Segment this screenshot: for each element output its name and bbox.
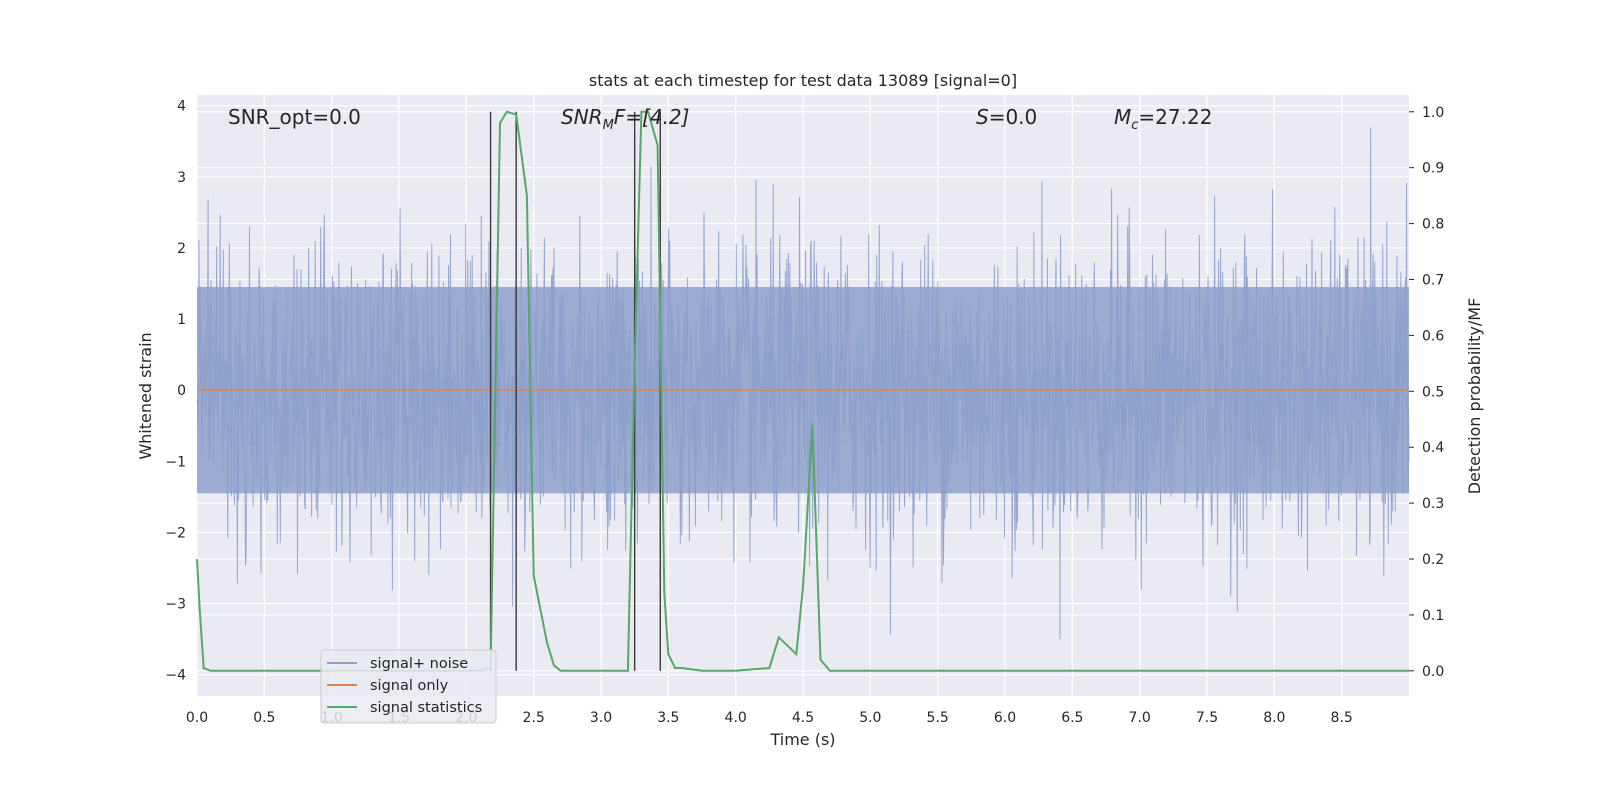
annotation-snr-opt: SNR_opt=0.0 [228,105,361,129]
x-tick-6: 3.0 [590,710,612,726]
x-tick-13: 6.5 [1061,710,1083,726]
x-tick-15: 7.5 [1196,710,1218,726]
x-tick-8: 4.0 [725,710,747,726]
y-left-tick-1: −3 [165,597,186,613]
y-right-tick-3: 0.3 [1422,496,1444,512]
y-left-axis-label: Whitened strain [136,332,155,459]
y-right-tick-10: 1.0 [1422,105,1444,121]
annotation-snr-mf-f: F=[4.2] [614,105,690,129]
y-left-axis-ticks: −4 −3 −2 −1 0 1 2 3 4 [165,99,186,684]
y-right-tick-2: 0.2 [1422,552,1444,568]
annotation-mc-main: M [1114,105,1131,129]
annotation-s-value: =0.0 [989,105,1038,129]
x-tick-1: 0.5 [253,710,275,726]
x-tick-5: 2.5 [523,710,545,726]
y-right-tick-6: 0.6 [1422,328,1444,344]
y-left-tick-6: 2 [177,241,186,257]
x-axis-label: Time (s) [769,730,835,749]
chart-title: stats at each timestep for test data 130… [589,71,1017,90]
annotation-mc: Mc=27.22 [1114,105,1212,133]
y-left-tick-3: −1 [165,454,186,470]
legend: signal+ noise signal only signal statist… [320,649,497,724]
x-tick-11: 5.5 [927,710,949,726]
y-left-tick-7: 3 [177,170,186,186]
x-tick-12: 6.0 [994,710,1016,726]
y-right-tick-1: 0.1 [1422,608,1444,624]
y-right-tick-4: 0.4 [1422,440,1444,456]
x-tick-0: 0.0 [186,710,208,726]
x-tick-16: 8.0 [1263,710,1285,726]
legend-label-signal-noise: signal+ noise [370,656,468,672]
y-right-tick-8: 0.8 [1422,217,1444,233]
annotation-snr-mf-sub: M [603,118,614,133]
x-tick-7: 3.5 [657,710,679,726]
y-right-tick-9: 0.9 [1422,161,1444,177]
x-tick-10: 5.0 [859,710,881,726]
annotation-snr-mf: SNRMF=[4.2] [561,105,689,133]
y-right-axis-ticks: 0.0 0.1 0.2 0.3 0.4 0.5 0.6 0.7 0.8 0.9 1.0 [1409,105,1444,680]
y-right-tick-0: 0.0 [1422,664,1444,680]
legend-label-signal-only: signal only [370,678,449,694]
annotation-mc-sub: c [1131,118,1138,133]
y-left-tick-2: −2 [165,525,186,541]
annotation-s: S=0.0 [976,105,1037,129]
legend-label-signal-statistics: signal statistics [370,700,482,716]
y-left-tick-5: 1 [177,312,186,328]
y-right-tick-7: 0.7 [1422,272,1444,288]
x-tick-9: 4.5 [792,710,814,726]
y-right-axis-label: Detection probability/MF [1465,298,1484,495]
x-tick-14: 7.0 [1129,710,1151,726]
vertical-marker-lines [489,111,661,671]
y-left-tick-0: −4 [165,668,186,684]
y-left-tick-4: 0 [177,383,186,399]
annotation-snr-mf-main: SNR [561,105,603,129]
x-tick-17: 8.5 [1331,710,1353,726]
y-right-tick-5: 0.5 [1422,384,1444,400]
annotation-s-var: S [976,105,989,129]
annotations: SNR_opt=0.0 SNRMF=[4.2] S=0.0 Mc=27.22 [228,105,1212,133]
annotation-mc-value: =27.22 [1138,105,1212,129]
noise-trace [196,127,1410,640]
y-left-tick-8: 4 [177,99,186,115]
legend-box [320,649,497,724]
